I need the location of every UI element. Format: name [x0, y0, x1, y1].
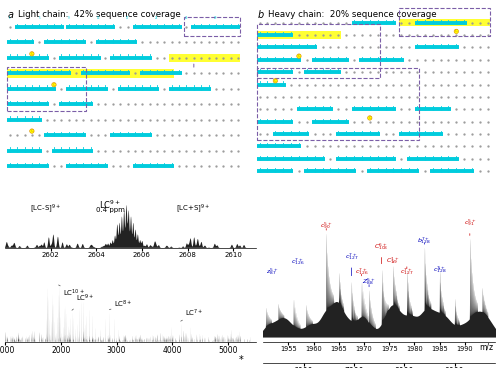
Text: [LC+S]$^{9+}$: [LC+S]$^{9+}$: [176, 202, 210, 215]
Text: LC$^{10+}$: LC$^{10+}$: [58, 285, 84, 298]
Bar: [399, 19, 490, 26]
Text: [LC-S]$^{9+}$: [LC-S]$^{9+}$: [30, 202, 61, 215]
Text: *: *: [238, 355, 244, 365]
Text: Heavy chain:  20% sequence coverage: Heavy chain: 20% sequence coverage: [268, 10, 436, 19]
Text: $c_{126}^{7+}$: $c_{126}^{7+}$: [291, 256, 304, 267]
Text: $Z_{88}^{5+}$: $Z_{88}^{5+}$: [362, 276, 376, 287]
Text: C: C: [368, 116, 371, 120]
Text: 13: 13: [96, 17, 100, 21]
Text: 21: 21: [156, 17, 159, 21]
Text: $c_{91}^{5+}$: $c_{91}^{5+}$: [464, 217, 476, 236]
Text: $c_{90}^{5+}$: $c_{90}^{5+}$: [320, 220, 332, 231]
Text: C: C: [298, 54, 300, 58]
Text: b: b: [257, 10, 264, 20]
Text: $b_{128}^{7+}$: $b_{128}^{7+}$: [418, 235, 432, 246]
Text: $z_{87}^{5+}$: $z_{87}^{5+}$: [266, 266, 278, 277]
Text: 25: 25: [185, 17, 188, 21]
Bar: [399, 8, 490, 35]
Text: $c_{127}^{7+}$: $c_{127}^{7+}$: [400, 266, 413, 277]
Text: 17: 17: [126, 17, 130, 21]
Text: LC$^{7+}$: LC$^{7+}$: [180, 307, 204, 321]
Text: $C_{19}^{1+}$: $C_{19}^{1+}$: [386, 256, 400, 266]
Bar: [8, 67, 86, 111]
Text: 0.4 ppm: 0.4 ppm: [96, 207, 125, 213]
Text: C: C: [52, 83, 56, 87]
Text: LC$^{9+}$: LC$^{9+}$: [100, 198, 122, 211]
Bar: [170, 54, 240, 62]
Text: $c_{127}^{7+}$: $c_{127}^{7+}$: [344, 251, 358, 276]
Text: LC$^{9+}$: LC$^{9+}$: [72, 293, 95, 310]
Text: 1: 1: [9, 17, 11, 21]
Text: $c_{126}^{7+}$: $c_{126}^{7+}$: [355, 266, 368, 277]
Text: 29: 29: [214, 17, 218, 21]
Text: C: C: [30, 52, 34, 56]
Text: $C_{108}^{6+}$: $C_{108}^{6+}$: [374, 241, 389, 264]
Text: C: C: [30, 129, 34, 133]
Text: C: C: [274, 79, 277, 83]
Text: m/z: m/z: [480, 343, 494, 351]
Bar: [257, 68, 420, 140]
Text: C: C: [455, 29, 458, 33]
Text: 5: 5: [38, 17, 40, 21]
Text: Light chain:  42% sequence coverage: Light chain: 42% sequence coverage: [18, 10, 181, 19]
Text: LC$^{8+}$: LC$^{8+}$: [110, 299, 132, 310]
Bar: [257, 24, 380, 78]
Text: a: a: [8, 10, 14, 20]
Bar: [184, 17, 240, 36]
Text: 9: 9: [68, 17, 70, 21]
Bar: [8, 69, 174, 78]
Bar: [257, 31, 340, 39]
Text: $c_{128}^{7+}$: $c_{128}^{7+}$: [433, 264, 446, 275]
